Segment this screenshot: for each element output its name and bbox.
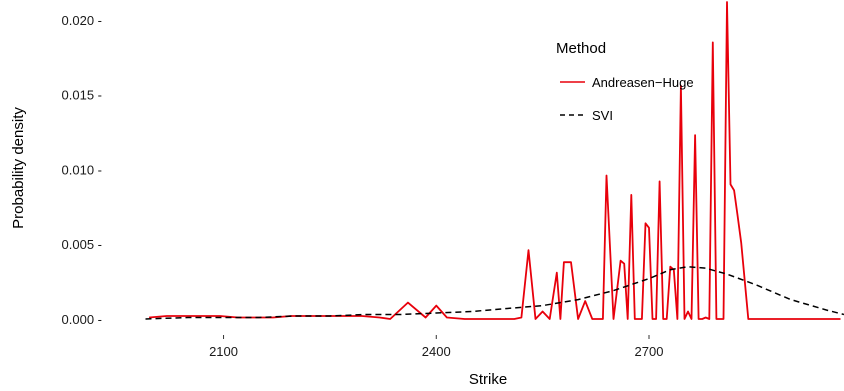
- series-layer: [145, 1, 844, 320]
- legend: Method Andreasen−Huge SVI: [556, 40, 694, 123]
- x-tick-label: 2100: [209, 344, 238, 359]
- y-tick-label: 0.015 -: [62, 88, 102, 103]
- y-tick-label: 0.005 -: [62, 237, 102, 252]
- y-axis-title: Probability density: [10, 107, 27, 229]
- legend-label-andreasen-huge: Andreasen−Huge: [592, 75, 694, 90]
- x-axis-title: Strike: [469, 371, 507, 388]
- x-tick-label: 2400: [422, 344, 451, 359]
- legend-label-svi: SVI: [592, 108, 613, 123]
- y-axis: 0.000 - 0.005 - 0.010 - 0.015 - 0.020 -: [62, 13, 102, 327]
- x-axis: 2100 2400 2700: [209, 335, 663, 359]
- x-tick-label: 2700: [635, 344, 664, 359]
- y-tick-label: 0.000 -: [62, 312, 102, 327]
- y-tick-label: 0.020 -: [62, 13, 102, 28]
- series-line-svi: [145, 265, 844, 320]
- legend-title: Method: [556, 40, 606, 57]
- y-tick-label: 0.010 -: [62, 162, 102, 177]
- series-line-andreasen-huge: [149, 1, 841, 320]
- plot-area: 0.000 - 0.005 - 0.010 - 0.015 - 0.020 - 2100…: [62, 1, 844, 359]
